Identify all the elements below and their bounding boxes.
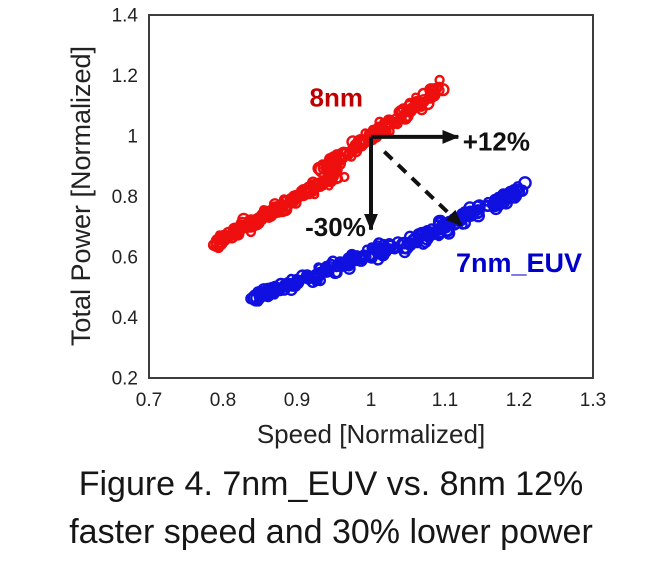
data-point: [354, 138, 368, 152]
data-point: [433, 230, 445, 242]
data-point: [309, 271, 323, 285]
data-point: [471, 205, 482, 217]
data-point: [314, 180, 326, 192]
x-tick-label: 0.8: [210, 390, 236, 411]
data-point: [245, 219, 256, 230]
data-point: [320, 173, 333, 186]
data-point: [358, 249, 370, 261]
y-tick-label: 0.6: [112, 248, 138, 269]
scatter-plot: Speed [Normalized] Total Power [Normaliz…: [66, 6, 606, 450]
series-7nm_EUV: [245, 176, 532, 307]
data-point: [432, 214, 447, 228]
annotation-label: +12%: [463, 127, 530, 157]
plot-frame: [148, 14, 594, 379]
x-tick-label: 0.9: [284, 390, 310, 411]
y-tick-label: 0.4: [112, 308, 139, 329]
y-tick-label: 1.2: [112, 66, 138, 87]
data-point: [511, 191, 522, 202]
data-point: [220, 231, 231, 242]
data-point: [323, 260, 336, 273]
data-point: [317, 161, 331, 175]
x-tick-label: 1.2: [506, 390, 532, 411]
data-point: [416, 226, 426, 236]
data-point: [471, 200, 483, 212]
data-point: [374, 242, 389, 256]
data-point: [436, 222, 447, 233]
figure-caption-line2: faster speed and 30% lower power: [69, 513, 593, 551]
data-point: [286, 194, 300, 208]
data-point: [427, 229, 439, 241]
data-point: [282, 277, 293, 288]
y-tick-label: 1.4: [112, 6, 139, 27]
series-8nm: [207, 74, 450, 254]
y-axis-title: Total Power [Normalized]: [66, 46, 96, 346]
data-point: [267, 202, 282, 216]
x-tick-label: 1.1: [432, 390, 458, 411]
x-axis-title: Speed [Normalized]: [257, 419, 485, 449]
figure-caption-line1: Figure 4. 7nm_EUV vs. 8nm 12%: [78, 465, 584, 503]
y-tick-label: 1: [127, 127, 138, 148]
data-point: [327, 156, 339, 168]
data-point: [279, 196, 290, 207]
data-point: [345, 151, 357, 162]
x-tick-label: 1: [366, 390, 377, 411]
data-point: [398, 237, 411, 250]
data-point: [333, 257, 344, 268]
data-point: [372, 123, 383, 134]
data-point: [407, 234, 418, 245]
data-point: [492, 200, 504, 212]
x-tick-label: 0.7: [136, 390, 162, 411]
annotation-label: 7nm_EUV: [456, 248, 582, 278]
data-point: [339, 171, 350, 183]
data-point: [490, 197, 502, 209]
annotation-label: -30%: [305, 212, 366, 242]
data-point: [417, 238, 429, 250]
data-point: [382, 116, 395, 129]
y-tick-label: 0.2: [112, 369, 138, 390]
data-point: [428, 85, 440, 97]
data-point: [302, 181, 316, 195]
data-point: [425, 94, 435, 104]
data-point: [404, 238, 417, 252]
data-point: [350, 254, 362, 267]
data-point: [303, 272, 316, 284]
data-point: [383, 243, 396, 255]
data-point: [261, 289, 275, 303]
y-tick-label: 0.8: [112, 187, 138, 208]
annotation-label: 8nm: [309, 82, 362, 112]
data-point: [343, 259, 354, 270]
data-point: [246, 216, 259, 229]
figure-caption: Figure 4. 7nm_EUV vs. 8nm 12% faster spe…: [0, 452, 662, 556]
data-point: [351, 250, 363, 262]
data-point: [405, 105, 416, 116]
data-point: [393, 106, 405, 118]
data-point: [463, 201, 477, 215]
data-point: [258, 209, 269, 220]
annotation-arrow-dashed: [382, 150, 464, 228]
data-point: [426, 87, 437, 99]
x-tick-label: 1.3: [580, 390, 606, 411]
data-point: [325, 162, 338, 175]
data-point: [390, 242, 401, 253]
data-point: [292, 192, 304, 204]
data-point: [269, 283, 279, 293]
data-point: [321, 260, 331, 271]
